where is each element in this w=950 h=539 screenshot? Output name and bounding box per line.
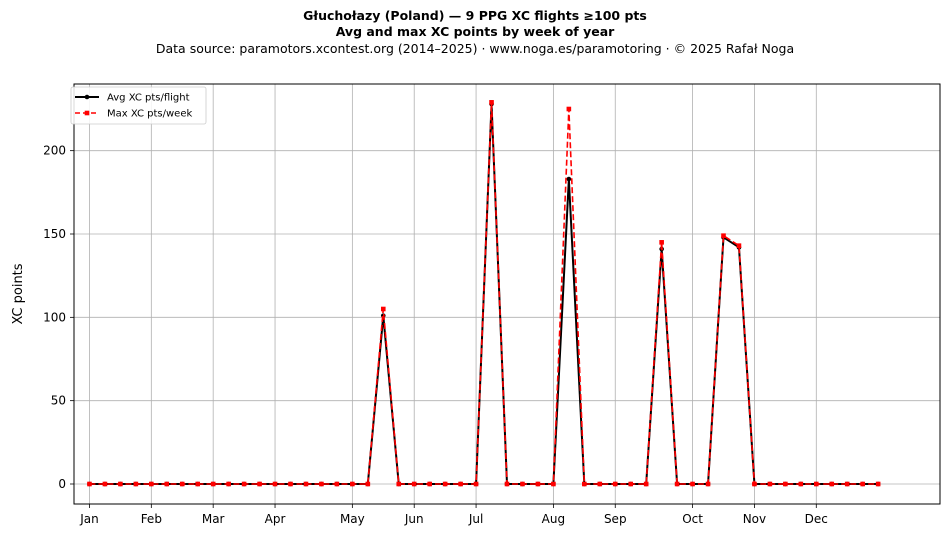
data-point xyxy=(489,100,494,105)
data-point xyxy=(504,481,510,487)
data-point xyxy=(551,481,556,487)
data-point xyxy=(411,481,417,487)
y-tick-label: 150 xyxy=(43,227,66,241)
data-point xyxy=(210,481,216,487)
x-axis-ticks: Jan Feb Mar Apr May Jun Jul Aug Sep Oct Nov Dec xyxy=(79,504,828,526)
chart-titles: Głuchołazy (Poland) — 9 PPG XC flights ≥… xyxy=(0,8,950,57)
grid-lines xyxy=(74,84,940,504)
data-point xyxy=(643,481,649,487)
data-point xyxy=(535,481,541,487)
data-point xyxy=(179,481,185,487)
x-tick-label: Jun xyxy=(404,512,424,526)
data-point xyxy=(87,481,92,487)
data-source-note: Data source: paramotors.xcontest.org (20… xyxy=(155,41,795,56)
data-point xyxy=(520,481,525,487)
y-tick-label: 0 xyxy=(58,477,66,491)
data-point xyxy=(303,481,309,487)
x-tick-label: Jul xyxy=(468,512,483,526)
legend-marker xyxy=(84,110,90,116)
data-point xyxy=(752,481,757,487)
data-point xyxy=(628,481,634,487)
data-point xyxy=(582,481,587,487)
legend-box xyxy=(70,86,207,125)
x-tick-label: Sep xyxy=(604,512,627,526)
data-point xyxy=(380,306,386,312)
data-point xyxy=(721,233,726,238)
x-tick-label: Feb xyxy=(141,512,162,526)
y-tick-label: 200 xyxy=(43,144,66,158)
x-tick-label: Aug xyxy=(542,512,565,526)
data-point xyxy=(241,481,247,487)
legend-label: Max XC pts/week xyxy=(107,109,192,120)
data-point xyxy=(783,481,788,487)
data-point xyxy=(319,481,324,487)
chart-title: Głuchołazy (Poland) — 9 PPG XC flights ≥… xyxy=(303,8,647,23)
data-point xyxy=(118,481,123,487)
x-tick-label: May xyxy=(340,512,365,526)
legend-entry: Max XC pts/week xyxy=(75,109,192,120)
data-series xyxy=(87,100,881,487)
y-axis-ticks: 0 50 100 150 200 xyxy=(43,144,74,491)
x-tick-label: Jan xyxy=(79,512,99,526)
data-point xyxy=(350,481,355,487)
data-point xyxy=(566,106,572,112)
data-point xyxy=(813,481,819,487)
x-tick-label: Nov xyxy=(743,512,766,526)
series-line xyxy=(89,103,879,485)
series-avg xyxy=(87,101,881,487)
data-point xyxy=(427,481,432,487)
data-point xyxy=(473,481,479,487)
y-tick-label: 50 xyxy=(51,394,66,408)
data-point xyxy=(875,481,881,487)
data-point xyxy=(102,481,108,487)
legend-label: Avg XC pts/flight xyxy=(107,93,190,104)
data-point xyxy=(458,481,463,487)
data-point xyxy=(396,481,402,487)
series-max xyxy=(87,100,881,487)
x-tick-label: Mar xyxy=(202,512,225,526)
data-point xyxy=(674,481,680,487)
data-point xyxy=(767,481,773,487)
data-point xyxy=(257,481,262,487)
data-point xyxy=(226,481,231,487)
data-point xyxy=(149,481,154,487)
x-tick-label: Oct xyxy=(682,512,703,526)
data-point xyxy=(736,243,742,248)
data-point xyxy=(442,481,448,487)
data-point xyxy=(133,481,139,487)
data-point xyxy=(334,481,340,487)
chart-subtitle: Avg and max XC points by week of year xyxy=(335,24,615,39)
x-tick-label: Apr xyxy=(265,512,286,526)
legend-marker xyxy=(84,94,90,100)
data-point xyxy=(365,481,371,487)
data-point xyxy=(659,240,664,245)
x-tick-label: Dec xyxy=(805,512,828,526)
data-point xyxy=(829,481,835,487)
data-point xyxy=(690,481,695,487)
data-point xyxy=(860,481,865,487)
legend-entry: Avg XC pts/flight xyxy=(75,93,190,104)
data-point xyxy=(164,481,170,487)
data-point xyxy=(288,481,293,487)
data-point xyxy=(597,481,603,487)
data-point xyxy=(272,481,278,487)
y-axis-label: XC points xyxy=(11,263,26,324)
series-line xyxy=(89,102,879,485)
data-point xyxy=(798,481,804,487)
data-point xyxy=(612,481,618,487)
data-point xyxy=(566,176,572,182)
data-point xyxy=(705,481,711,487)
data-point xyxy=(844,481,850,487)
y-tick-label: 100 xyxy=(43,310,66,324)
data-point xyxy=(195,481,201,487)
plot-frame xyxy=(73,83,941,505)
legend: Avg XC pts/flight Max XC pts/week xyxy=(70,86,207,125)
